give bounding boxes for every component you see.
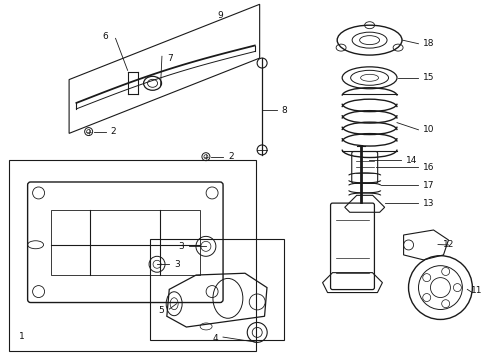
Text: 4: 4 bbox=[213, 334, 218, 343]
Text: 13: 13 bbox=[423, 199, 435, 208]
Text: 9: 9 bbox=[218, 12, 223, 21]
Bar bbox=[9, 160, 256, 351]
Text: 5: 5 bbox=[159, 306, 164, 315]
Text: 11: 11 bbox=[471, 286, 482, 295]
Text: 1: 1 bbox=[19, 332, 25, 341]
Text: 2: 2 bbox=[228, 152, 234, 161]
Text: 2: 2 bbox=[111, 127, 116, 136]
Text: 14: 14 bbox=[406, 156, 417, 165]
Text: 18: 18 bbox=[423, 39, 435, 48]
Text: 17: 17 bbox=[423, 181, 435, 190]
Text: 16: 16 bbox=[423, 163, 435, 172]
Text: 3: 3 bbox=[174, 260, 180, 269]
Text: 3: 3 bbox=[178, 242, 184, 251]
Text: 6: 6 bbox=[102, 32, 108, 41]
Text: 10: 10 bbox=[423, 125, 435, 134]
Text: 15: 15 bbox=[423, 73, 435, 82]
Bar bbox=[50, 210, 200, 275]
Text: 8: 8 bbox=[282, 105, 288, 114]
Bar bbox=[150, 239, 284, 339]
Text: 12: 12 bbox=[443, 240, 454, 249]
Text: 7: 7 bbox=[167, 54, 172, 63]
